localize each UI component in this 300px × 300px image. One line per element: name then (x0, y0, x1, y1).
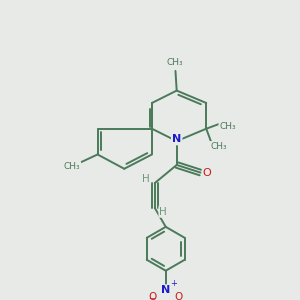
Text: CH₃: CH₃ (167, 58, 183, 67)
Text: H: H (160, 207, 167, 217)
Text: N: N (161, 286, 170, 296)
Text: H: H (142, 174, 150, 184)
Text: O: O (175, 292, 183, 300)
Text: +: + (170, 279, 177, 288)
Text: CH₃: CH₃ (219, 122, 236, 131)
Text: N: N (172, 134, 181, 144)
Text: CH₃: CH₃ (210, 142, 227, 151)
Text: O: O (203, 168, 212, 178)
Text: O: O (148, 292, 157, 300)
Text: CH₃: CH₃ (64, 162, 80, 171)
Text: −: − (148, 294, 155, 300)
